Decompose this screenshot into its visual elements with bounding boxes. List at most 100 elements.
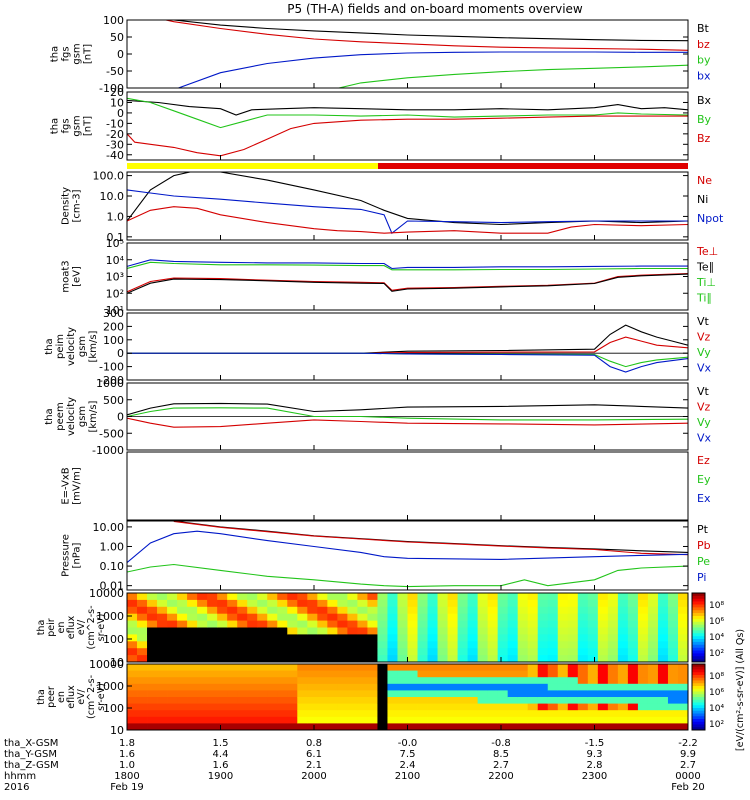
colorbar-segment bbox=[692, 650, 705, 654]
spectrogram-cell bbox=[627, 613, 639, 621]
spectrogram-cell bbox=[627, 648, 639, 656]
ytick-label: 10⁵ bbox=[106, 237, 124, 250]
spectrogram-cell bbox=[437, 593, 448, 601]
spectrogram-cell bbox=[557, 664, 569, 671]
spectrogram-cell bbox=[557, 599, 569, 608]
spectrogram-cell bbox=[377, 634, 388, 642]
spectrogram-cell bbox=[317, 670, 328, 678]
spectrogram-cell bbox=[437, 634, 448, 642]
spectrogram-cell bbox=[157, 620, 168, 628]
spectrogram-cell bbox=[387, 593, 398, 601]
spectrogram-cell bbox=[517, 655, 529, 663]
spectrogram-cell bbox=[177, 620, 188, 628]
spectrogram-cell bbox=[537, 655, 549, 663]
spectrogram-cell bbox=[577, 723, 589, 731]
spectrogram-cell bbox=[467, 723, 479, 731]
spectrogram-cell bbox=[217, 655, 228, 663]
spectrogram-cell bbox=[207, 670, 218, 678]
spectrogram-cell bbox=[157, 648, 168, 656]
spectrogram-cell bbox=[647, 683, 659, 691]
spectrogram-cell bbox=[437, 641, 448, 649]
spectrogram-cell bbox=[187, 641, 198, 649]
spectrogram-cell bbox=[177, 664, 188, 671]
spectrogram-cell bbox=[137, 599, 148, 608]
spectrogram-cell bbox=[267, 648, 278, 656]
colorbar-segment bbox=[692, 647, 705, 651]
spectrogram-cell bbox=[637, 627, 649, 635]
spectrogram-cell bbox=[137, 655, 148, 663]
spectrogram-cell bbox=[157, 634, 168, 642]
colorbar: 10⁸ 10⁶ 10⁴ 10² 10⁸ 10⁶ 10⁴ 10² [eV/(cm²-s-sr-eV… bbox=[691, 592, 746, 751]
spectrogram-cell bbox=[457, 723, 469, 731]
spectrogram-cell bbox=[287, 627, 298, 635]
spectrogram-cell bbox=[667, 677, 679, 685]
spectrogram-cell bbox=[527, 627, 539, 635]
spectrogram-cell bbox=[397, 664, 408, 671]
spectrogram-cell bbox=[187, 627, 198, 635]
spectrogram-cell bbox=[217, 613, 228, 621]
spectrogram-cell bbox=[197, 593, 208, 601]
spectrogram-cell bbox=[497, 664, 509, 671]
spectrogram-cell bbox=[307, 683, 318, 691]
spectrogram-cell bbox=[497, 606, 509, 615]
spectrogram-cell bbox=[407, 641, 418, 649]
spectrogram-cell bbox=[437, 710, 448, 718]
spectrogram-cell bbox=[617, 606, 629, 615]
spectrogram-cell bbox=[507, 648, 519, 656]
spectrogram-cell bbox=[337, 703, 348, 711]
spectrogram-cell bbox=[537, 641, 549, 649]
spectrogram-cell bbox=[397, 648, 408, 656]
colorbar-segment bbox=[692, 713, 705, 717]
colorbar-segment bbox=[692, 624, 705, 628]
spectrogram-cell bbox=[567, 690, 579, 698]
spectrogram-cell bbox=[457, 620, 469, 628]
spectrogram-cell bbox=[217, 627, 228, 635]
spectrogram-cell bbox=[267, 690, 278, 698]
spectrogram-cell bbox=[157, 613, 168, 621]
spectrogram-cell bbox=[637, 716, 649, 724]
spectrogram-cell bbox=[167, 606, 178, 615]
spectrogram-cell bbox=[657, 683, 669, 691]
spectrogram-cell bbox=[327, 641, 338, 649]
spectrogram-cell bbox=[227, 670, 238, 678]
spectrogram-cell bbox=[397, 716, 408, 724]
spectrogram-cell bbox=[217, 664, 228, 671]
spectrogram-cell bbox=[487, 664, 499, 671]
spectrogram-cell bbox=[477, 690, 489, 698]
spectrogram-cell bbox=[437, 620, 448, 628]
spectrogram-cell bbox=[317, 648, 328, 656]
spectrogram-cell bbox=[317, 655, 328, 663]
spectrogram-cell bbox=[287, 599, 298, 608]
spectrogram-cell bbox=[577, 703, 589, 711]
spectrogram-cell bbox=[237, 648, 248, 656]
spectrogram-cell bbox=[417, 664, 428, 671]
spectrogram-cell bbox=[427, 703, 438, 711]
spectrogram-cell bbox=[567, 648, 579, 656]
colorbar-tick: 10² bbox=[709, 649, 724, 659]
spectrogram-cell bbox=[547, 606, 559, 615]
spectrogram-cell bbox=[467, 641, 479, 649]
spectrogram-cell bbox=[617, 599, 629, 608]
spectrogram-cell bbox=[577, 599, 589, 608]
spectrogram-cell bbox=[447, 697, 458, 704]
colorbar-segment bbox=[692, 627, 705, 631]
spectrogram-cell bbox=[667, 599, 679, 608]
spectrogram-cell bbox=[347, 716, 358, 724]
spectrogram-cell bbox=[207, 627, 218, 635]
spectrogram-cell bbox=[477, 723, 489, 731]
spectrogram-cell bbox=[527, 641, 539, 649]
spectrogram-cell bbox=[387, 677, 398, 685]
spectrogram-cell bbox=[407, 683, 418, 691]
spectrogram-cell bbox=[237, 606, 248, 615]
spectrogram-cell bbox=[667, 716, 679, 724]
spectrogram-cell bbox=[337, 655, 348, 663]
spectrogram-cell bbox=[317, 627, 328, 635]
spectrogram-cell bbox=[217, 670, 228, 678]
spectrogram-cell bbox=[417, 613, 428, 621]
axis-value: 1.8 bbox=[119, 738, 135, 749]
spectrogram-cell bbox=[457, 716, 469, 724]
axis-value: 1900 bbox=[208, 771, 233, 782]
spectrogram-cell bbox=[617, 627, 629, 635]
spectrogram-cell bbox=[507, 599, 519, 608]
